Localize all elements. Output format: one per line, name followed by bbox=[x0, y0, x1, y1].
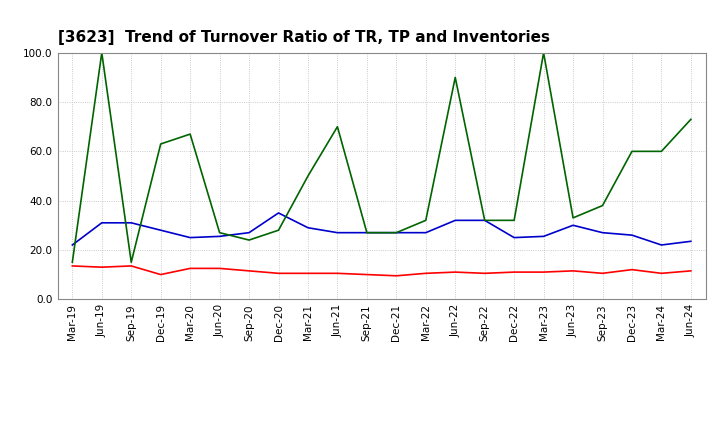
Trade Receivables bbox=[687, 268, 696, 274]
Trade Payables bbox=[421, 230, 430, 235]
Trade Receivables bbox=[274, 271, 283, 276]
Trade Receivables bbox=[598, 271, 607, 276]
Trade Payables bbox=[156, 227, 165, 233]
Trade Receivables bbox=[628, 267, 636, 272]
Trade Receivables bbox=[363, 272, 372, 277]
Inventories bbox=[421, 218, 430, 223]
Trade Receivables bbox=[539, 269, 548, 275]
Trade Payables bbox=[687, 238, 696, 244]
Trade Receivables bbox=[127, 263, 135, 268]
Inventories bbox=[392, 230, 400, 235]
Inventories bbox=[304, 173, 312, 179]
Inventories bbox=[510, 218, 518, 223]
Trade Payables bbox=[628, 232, 636, 238]
Trade Payables bbox=[539, 234, 548, 239]
Trade Receivables bbox=[333, 271, 342, 276]
Inventories bbox=[274, 227, 283, 233]
Text: [3623]  Trend of Turnover Ratio of TR, TP and Inventories: [3623] Trend of Turnover Ratio of TR, TP… bbox=[58, 29, 549, 45]
Trade Payables bbox=[304, 225, 312, 231]
Trade Payables bbox=[657, 242, 666, 248]
Trade Receivables bbox=[510, 269, 518, 275]
Inventories bbox=[628, 149, 636, 154]
Line: Inventories: Inventories bbox=[72, 53, 691, 262]
Trade Payables bbox=[245, 230, 253, 235]
Inventories bbox=[186, 132, 194, 137]
Trade Payables bbox=[480, 218, 489, 223]
Trade Payables bbox=[363, 230, 372, 235]
Inventories bbox=[657, 149, 666, 154]
Trade Receivables bbox=[186, 266, 194, 271]
Inventories bbox=[451, 75, 459, 80]
Trade Receivables bbox=[304, 271, 312, 276]
Trade Receivables bbox=[215, 266, 224, 271]
Inventories bbox=[539, 50, 548, 55]
Inventories bbox=[598, 203, 607, 208]
Inventories bbox=[156, 141, 165, 147]
Inventories bbox=[97, 50, 106, 55]
Trade Payables bbox=[97, 220, 106, 225]
Trade Payables bbox=[598, 230, 607, 235]
Trade Payables bbox=[392, 230, 400, 235]
Line: Trade Payables: Trade Payables bbox=[72, 213, 691, 245]
Inventories bbox=[569, 215, 577, 220]
Trade Payables bbox=[68, 242, 76, 248]
Trade Receivables bbox=[392, 273, 400, 279]
Trade Receivables bbox=[68, 263, 76, 268]
Inventories bbox=[363, 230, 372, 235]
Trade Payables bbox=[186, 235, 194, 240]
Trade Payables bbox=[333, 230, 342, 235]
Trade Payables bbox=[274, 210, 283, 216]
Trade Payables bbox=[569, 223, 577, 228]
Inventories bbox=[245, 238, 253, 243]
Trade Payables bbox=[127, 220, 135, 225]
Trade Receivables bbox=[421, 271, 430, 276]
Inventories bbox=[127, 260, 135, 265]
Inventories bbox=[215, 230, 224, 235]
Trade Receivables bbox=[97, 264, 106, 270]
Trade Payables bbox=[215, 234, 224, 239]
Trade Receivables bbox=[451, 269, 459, 275]
Inventories bbox=[333, 124, 342, 129]
Trade Receivables bbox=[657, 271, 666, 276]
Trade Receivables bbox=[569, 268, 577, 274]
Trade Receivables bbox=[245, 268, 253, 274]
Trade Payables bbox=[510, 235, 518, 240]
Inventories bbox=[68, 260, 76, 265]
Trade Receivables bbox=[156, 272, 165, 277]
Trade Receivables bbox=[480, 271, 489, 276]
Inventories bbox=[687, 117, 696, 122]
Line: Trade Receivables: Trade Receivables bbox=[72, 266, 691, 276]
Trade Payables bbox=[451, 218, 459, 223]
Inventories bbox=[480, 218, 489, 223]
